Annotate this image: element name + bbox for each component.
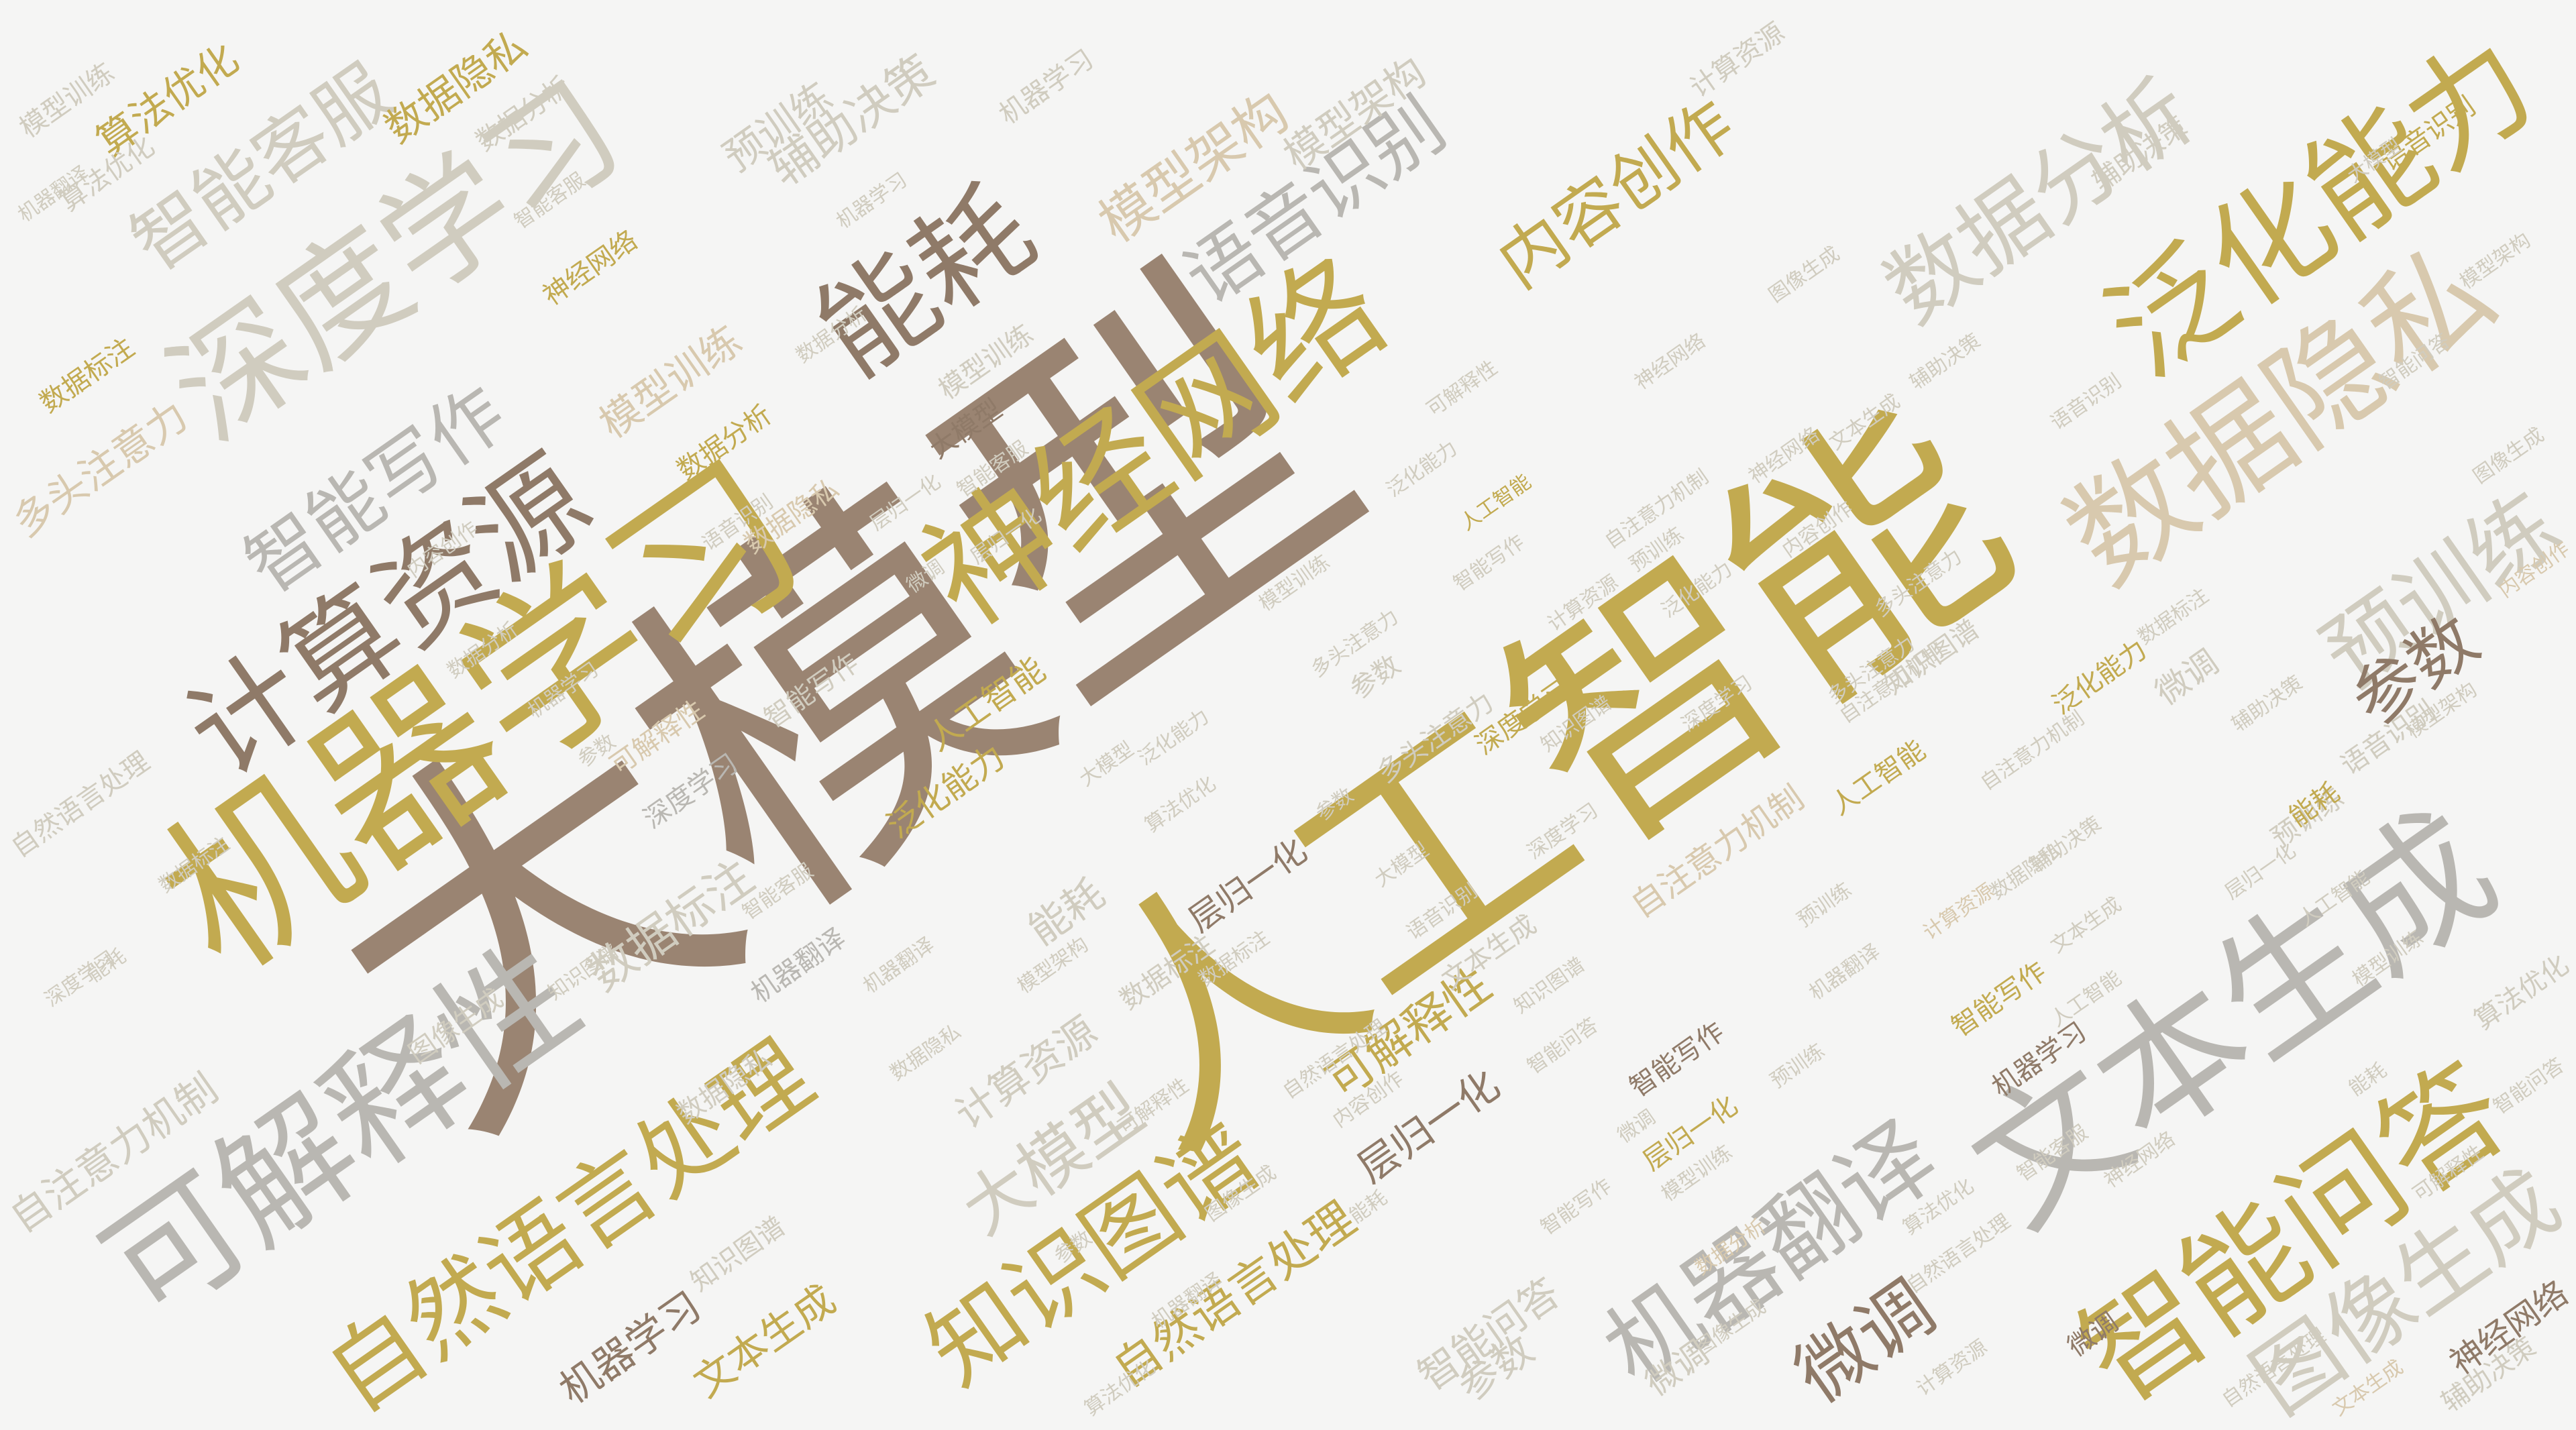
cloud-word: 人工智能 (1456, 470, 1536, 536)
cloud-word: 语音识别 (2046, 369, 2126, 435)
cloud-word: 模型架构 (2455, 228, 2535, 294)
cloud-word: 图像生成 (1764, 241, 1844, 308)
cloud-word: 文本生成 (685, 1276, 845, 1407)
cloud-word: 机器翻译 (1805, 939, 1884, 1005)
cloud-word: 泛化能力 (1382, 436, 1462, 502)
cloud-word: 智能问答 (2489, 1053, 2569, 1119)
cloud-word: 辅助决策 (2227, 671, 2307, 737)
cloud-word: 图像生成 (2469, 423, 2548, 489)
cloud-word: 智能问答 (1523, 1013, 1603, 1079)
cloud-word: 数据标注 (34, 332, 140, 419)
cloud-word: 智能写作 (1536, 1174, 1616, 1240)
cloud-word: 神经网络 (1630, 329, 1710, 395)
cloud-word: 多头注意力 (5, 392, 197, 547)
cloud-word: 智能写作 (1449, 530, 1529, 596)
cloud-word: 机器学习 (551, 1282, 710, 1414)
cloud-word: 智能写作 (1624, 1016, 1730, 1103)
cloud-word: 自注意力机制 (1976, 706, 2089, 795)
cloud-word: 知识图谱 (685, 1211, 791, 1298)
cloud-word: 预训练 (1766, 1039, 1829, 1093)
cloud-word: 可解释性 (1422, 355, 1502, 422)
cloud-word: 辅助决策 (1905, 329, 1985, 395)
cloud-word: 机器学习 (994, 44, 1099, 131)
cloud-word: 计算资源 (1919, 879, 1998, 945)
cloud-word: 数据隐私 (1986, 838, 2065, 905)
cloud-word: 算法优化 (2469, 949, 2575, 1036)
cloud-word: 内容创作 (1484, 85, 1750, 304)
cloud-word: 微调 (2148, 642, 2226, 713)
cloud-word: 数据隐私 (885, 1020, 965, 1086)
cloud-word: 文本生成 (2046, 892, 2126, 958)
cloud-word: 智能写作 (1946, 956, 2052, 1043)
cloud-word: 泛化能力 (2047, 634, 2153, 721)
cloud-word: 预训练 (1792, 878, 1856, 932)
cloud-word: 计算资源 (1684, 17, 1790, 104)
